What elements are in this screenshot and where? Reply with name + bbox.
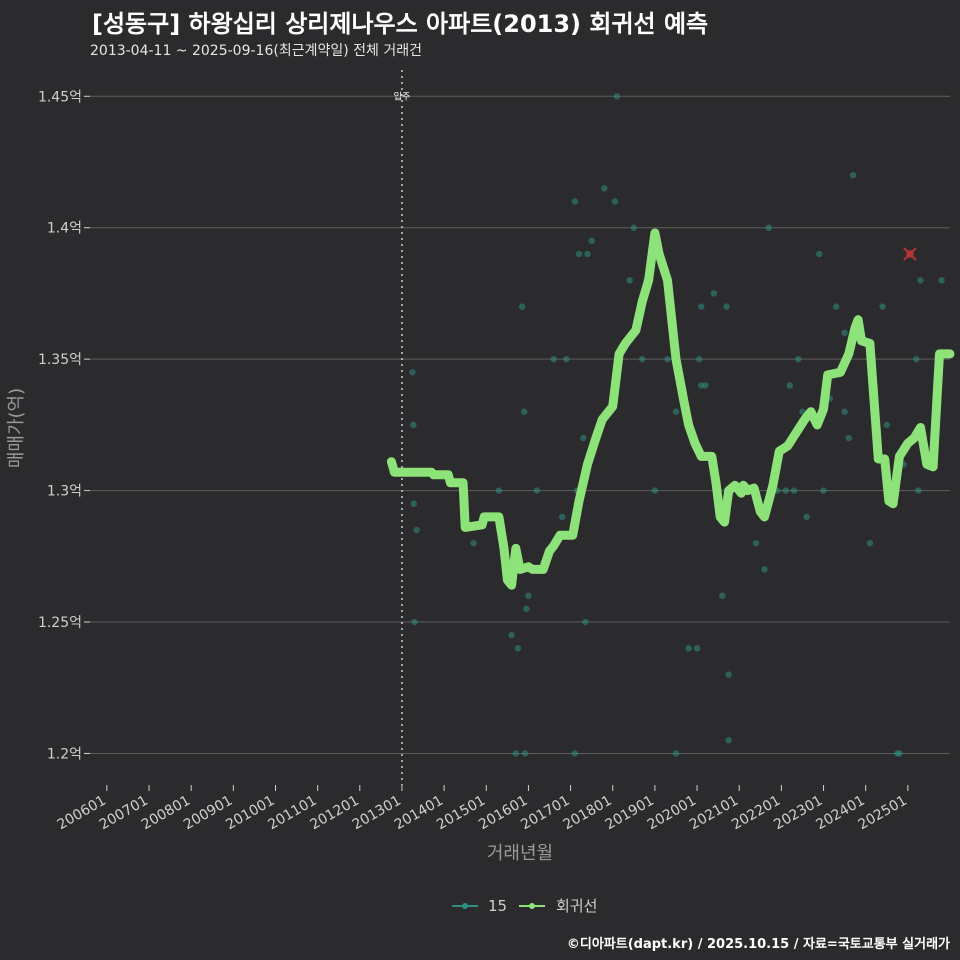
transaction-point bbox=[790, 487, 798, 494]
transaction-point bbox=[571, 750, 579, 757]
transaction-point bbox=[413, 526, 420, 534]
transaction-point bbox=[672, 750, 680, 757]
legend-label: 회귀선 bbox=[556, 897, 597, 915]
transaction-point bbox=[525, 592, 532, 599]
transaction-point bbox=[782, 487, 789, 494]
y-tick-label: 1.2억 bbox=[47, 746, 82, 762]
transaction-point bbox=[803, 513, 810, 521]
transaction-point bbox=[786, 382, 794, 389]
transaction-point bbox=[512, 750, 519, 757]
outlier-marker bbox=[903, 247, 917, 261]
y-tick-label: 1.3억 bbox=[47, 484, 82, 500]
transaction-point bbox=[752, 539, 760, 547]
transaction-point bbox=[723, 303, 730, 310]
transaction-point bbox=[725, 737, 732, 744]
transaction-point bbox=[521, 750, 529, 757]
transaction-point bbox=[725, 671, 732, 678]
transaction-point bbox=[820, 487, 827, 494]
transaction-point bbox=[841, 408, 848, 415]
transaction-point bbox=[883, 421, 890, 429]
transaction-point bbox=[639, 355, 646, 363]
legend-label: 15 bbox=[488, 897, 507, 915]
transaction-point bbox=[558, 513, 566, 521]
transaction-point bbox=[719, 592, 726, 599]
y-tick-label: 1.45억 bbox=[38, 89, 82, 105]
transaction-point bbox=[761, 566, 768, 573]
y-tick-label: 1.35억 bbox=[38, 352, 82, 368]
transaction-point bbox=[411, 618, 418, 626]
transaction-point bbox=[915, 487, 922, 494]
transaction-point bbox=[832, 303, 840, 310]
transaction-point bbox=[630, 224, 638, 231]
transaction-point bbox=[866, 539, 874, 547]
regression-line bbox=[386, 228, 955, 590]
transaction-point bbox=[710, 290, 718, 297]
transaction-point bbox=[410, 500, 417, 507]
transaction-point bbox=[523, 605, 530, 613]
y-tick-label: 1.4억 bbox=[47, 221, 82, 237]
transaction-point bbox=[917, 277, 924, 284]
transaction-point bbox=[795, 355, 802, 363]
move-in-label: 입주 bbox=[394, 90, 411, 102]
transaction-point bbox=[521, 408, 528, 415]
transaction-point bbox=[765, 224, 772, 231]
transaction-point bbox=[685, 645, 692, 652]
transaction-point bbox=[672, 408, 680, 415]
transaction-point bbox=[816, 250, 823, 258]
transaction-points bbox=[409, 93, 945, 757]
chart-title: [성동구] 하왕십리 상리제나우스 아파트(2013) 회귀선 예측 bbox=[92, 10, 709, 38]
transaction-point bbox=[508, 631, 515, 639]
transaction-point bbox=[626, 277, 633, 284]
transaction-point bbox=[514, 645, 522, 652]
transaction-point bbox=[563, 355, 570, 363]
outlier-cross bbox=[903, 247, 917, 261]
transaction-point bbox=[693, 645, 701, 652]
transaction-point bbox=[651, 487, 659, 494]
transaction-point bbox=[571, 198, 579, 205]
transaction-point bbox=[550, 355, 557, 363]
transaction-point bbox=[845, 434, 853, 442]
transaction-point bbox=[518, 303, 526, 310]
transaction-point bbox=[613, 93, 621, 100]
transaction-point bbox=[580, 434, 587, 442]
y-tick-labels: 1.2억 1.25억 1.3억 1.35억 1.4억 1.45억 bbox=[38, 89, 82, 762]
transaction-point bbox=[410, 421, 417, 429]
transaction-point bbox=[584, 250, 591, 258]
transaction-point bbox=[849, 171, 857, 179]
transaction-point bbox=[409, 369, 416, 376]
transaction-point bbox=[588, 237, 595, 245]
transaction-point bbox=[582, 618, 589, 626]
chart-subtitle: 2013-04-11 ~ 2025-09-16(최근계약일) 전체 거래건 bbox=[90, 43, 422, 59]
transaction-point bbox=[698, 303, 705, 310]
transaction-point bbox=[695, 355, 703, 363]
y-tick-label: 1.25억 bbox=[38, 615, 82, 631]
transaction-point bbox=[575, 250, 583, 258]
transaction-point bbox=[879, 303, 886, 310]
transaction-point bbox=[702, 382, 709, 389]
legend: 15 회귀선 bbox=[452, 897, 597, 915]
legend-swatch-dot bbox=[529, 903, 535, 909]
transaction-point bbox=[495, 487, 503, 494]
x-tick-labels: 2006012007012008012009012010012011012012… bbox=[55, 785, 910, 833]
transaction-point bbox=[533, 487, 541, 494]
transaction-point bbox=[664, 355, 671, 363]
transaction-point bbox=[938, 277, 945, 284]
source-footer: ©디아파트(dapt.kr) / 2025.10.15 / 자료=국토교통부 실… bbox=[566, 937, 950, 952]
y-axis-label: 매매가(억) bbox=[6, 388, 27, 468]
transaction-point bbox=[470, 539, 477, 547]
x-axis-label: 거래년월 bbox=[487, 843, 553, 864]
transaction-point bbox=[896, 750, 903, 757]
transaction-point bbox=[841, 329, 848, 337]
transaction-point bbox=[611, 198, 619, 205]
y-gridlines bbox=[84, 95, 950, 754]
legend-swatch-dot bbox=[462, 903, 468, 909]
transaction-point bbox=[601, 185, 608, 192]
transaction-point bbox=[913, 355, 920, 363]
x-tick-label: 202501 bbox=[856, 793, 910, 834]
